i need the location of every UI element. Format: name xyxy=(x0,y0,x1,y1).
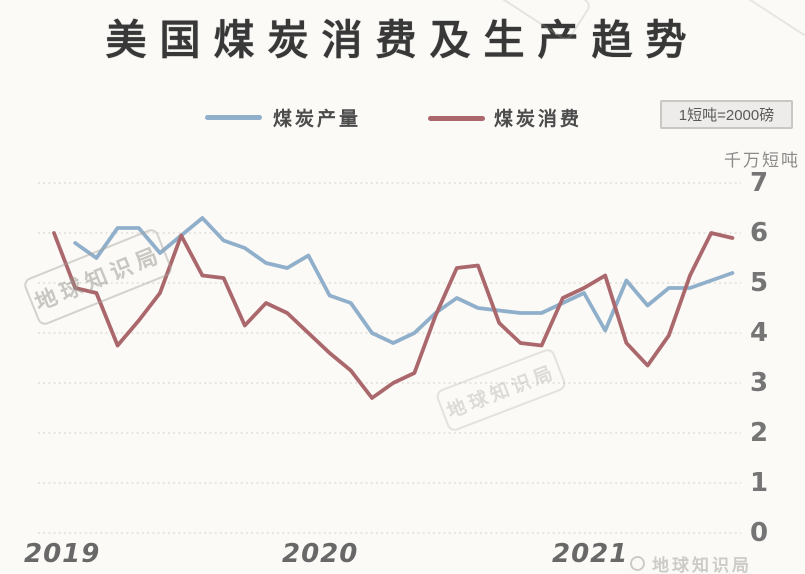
page-title: 美国煤炭消费及生产趋势 xyxy=(105,17,700,63)
y-tick: 3 xyxy=(749,368,769,398)
legend-label-production: 煤炭产量 xyxy=(273,109,362,130)
y-tick: 4 xyxy=(749,318,769,348)
y-tick: 6 xyxy=(749,218,769,248)
series-line-production xyxy=(73,216,735,345)
unit-note-badge: 1短吨=2000磅 xyxy=(660,100,793,129)
x-tick-2019: 2019 xyxy=(24,539,101,569)
y-axis-unit-label: 千万短吨 xyxy=(724,151,800,170)
y-tick: 5 xyxy=(749,268,769,298)
x-tick-2020: 2020 xyxy=(282,539,359,569)
series-line-consumption xyxy=(52,231,735,400)
legend-swatch xyxy=(205,115,262,120)
y-tick: 7 xyxy=(749,168,769,198)
y-tick: 1 xyxy=(749,468,769,498)
y-tick: 2 xyxy=(749,418,769,448)
legend-label-consumption: 煤炭消费 xyxy=(494,109,583,130)
x-tick-2021: 2021 xyxy=(552,539,629,569)
legend-swatch xyxy=(428,116,485,121)
y-tick: 0 xyxy=(749,518,769,548)
